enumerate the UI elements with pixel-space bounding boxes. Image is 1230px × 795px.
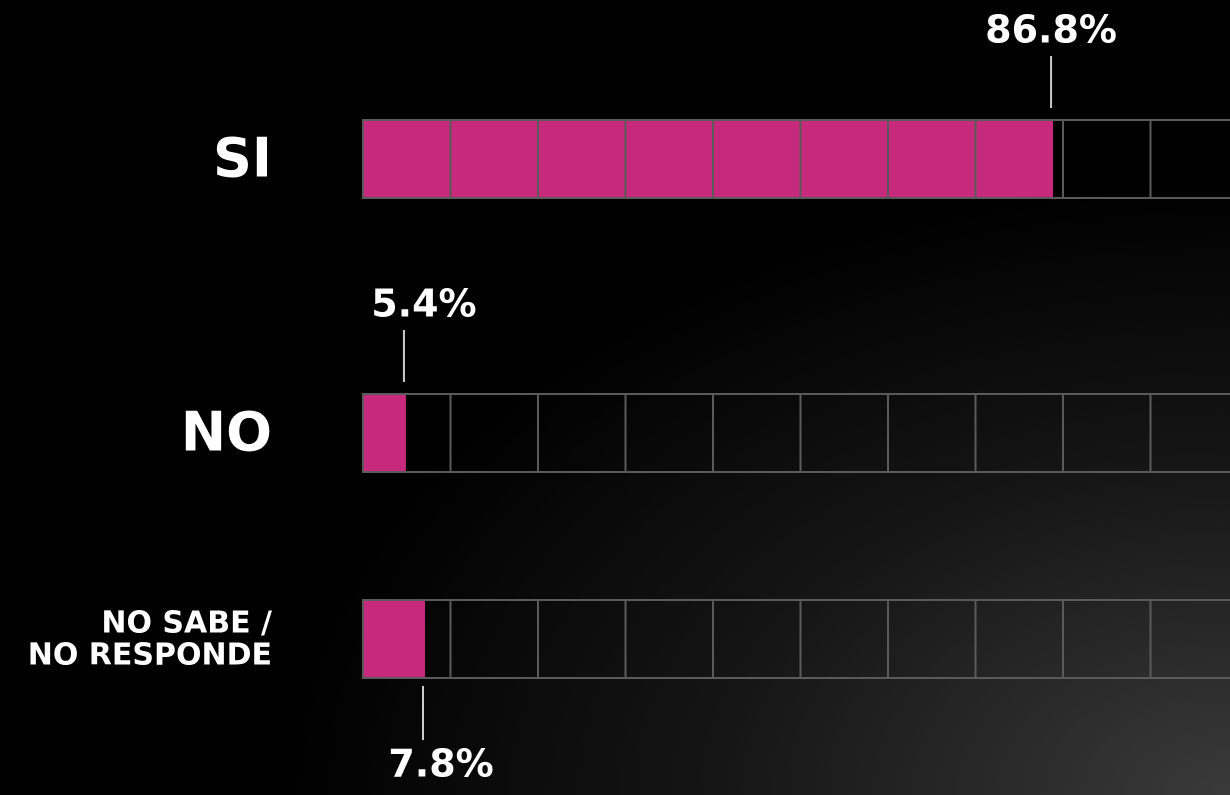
bar xyxy=(363,394,406,472)
bar-cell xyxy=(624,393,714,473)
value-label: 7.8% xyxy=(388,742,493,786)
bar-cell xyxy=(799,599,889,679)
category-label: NO SABE / NO RESPONDE xyxy=(27,605,272,672)
bar-cell xyxy=(799,393,889,473)
bar xyxy=(363,120,1054,198)
bar-cell xyxy=(1149,393,1230,473)
category-label: NO xyxy=(180,400,272,464)
bar-cell xyxy=(712,393,802,473)
bar-cell xyxy=(1149,599,1230,679)
bar-cell xyxy=(974,393,1064,473)
bar-cell xyxy=(624,599,714,679)
bar-cell xyxy=(887,599,977,679)
value-label: 5.4% xyxy=(371,282,476,326)
bar-cell xyxy=(449,599,539,679)
bar-cell xyxy=(1062,119,1152,199)
bar-cell xyxy=(974,599,1064,679)
bar-cell xyxy=(712,599,802,679)
category-label: SI xyxy=(213,126,272,190)
bar-cell xyxy=(1149,119,1230,199)
bar-cell xyxy=(1062,393,1152,473)
value-label: 86.8% xyxy=(985,8,1117,52)
bar-cell xyxy=(1062,599,1152,679)
bar-cell xyxy=(887,393,977,473)
bar-cell xyxy=(537,599,627,679)
bar xyxy=(363,600,426,678)
bar-cell xyxy=(537,393,627,473)
bar-cell xyxy=(449,393,539,473)
